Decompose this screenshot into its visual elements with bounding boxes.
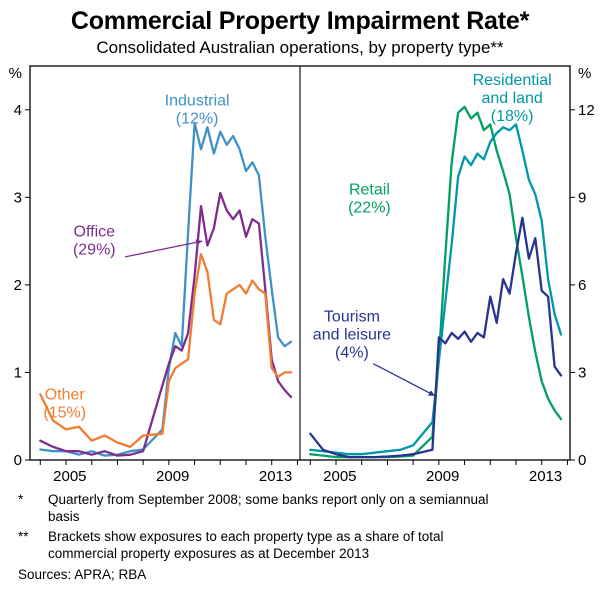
y-axis-unit: % <box>9 65 22 82</box>
x-tick-label: 2013 <box>529 468 562 485</box>
series-line-other <box>39 253 293 449</box>
y-tick-label: 4 <box>14 102 22 119</box>
series-label-office: Office <box>74 224 116 241</box>
y-tick-label: 2 <box>14 277 22 294</box>
footnotes: * Quarterly from September 2008; some ba… <box>0 490 600 562</box>
x-tick-label: 2013 <box>259 468 292 485</box>
series-label-residential: (18%) <box>491 108 534 125</box>
x-tick-label: 2009 <box>426 468 459 485</box>
annotation-arrow <box>372 363 436 397</box>
series-label-tourism: (4%) <box>335 344 369 361</box>
annotation-arrowhead <box>428 390 435 396</box>
series-label-other: Other <box>45 387 86 404</box>
y-tick-label: 12 <box>578 102 595 119</box>
series-label-retail: (22%) <box>348 199 391 216</box>
series-label-other: (15%) <box>43 405 86 422</box>
y-tick-label: 6 <box>578 277 586 294</box>
y-tick-label: 9 <box>578 189 586 206</box>
series-label-industrial: Industrial <box>165 92 230 109</box>
series-label-tourism: Tourism <box>324 308 380 325</box>
impairment-rate-chart: 2005 2009 201301234%Industrial(12%)Office(… <box>9 65 595 485</box>
x-tick-label: 2005 <box>53 468 86 485</box>
series-line-tourism-and-leisure <box>309 216 563 459</box>
series-line-industrial <box>39 121 293 457</box>
series-label-office: (29%) <box>73 242 116 259</box>
series-label-tourism: and leisure <box>313 326 391 343</box>
y-tick-label: 0 <box>14 452 22 469</box>
rba-chart-page: Commercial Property Impairment Rate* Con… <box>0 6 600 591</box>
y-tick-label: 3 <box>14 189 22 206</box>
footnote-1-marker: * <box>18 492 24 507</box>
series-line-residential-and-land <box>309 123 563 456</box>
footnote-2-text: Brackets show exposures to each property… <box>48 528 444 561</box>
annotation-arrowhead <box>195 239 203 246</box>
chart-subtitle: Consolidated Australian operations, by p… <box>96 38 504 57</box>
footnote-1: * Quarterly from September 2008; some ba… <box>18 491 575 526</box>
annotation-arrow <box>125 240 203 258</box>
series-label-residential: Residential <box>473 72 552 89</box>
y-tick-label: 0 <box>578 452 586 469</box>
sources-line: Sources: APRA; RBA <box>18 567 147 583</box>
footnote-1-text: Quarterly from September 2008; some bank… <box>48 492 489 525</box>
y-axis-unit: % <box>578 65 591 82</box>
footnote-2-marker: ** <box>18 528 29 544</box>
y-tick-label: 3 <box>578 364 586 381</box>
series-label-industrial: (12%) <box>176 110 219 127</box>
footnote-2: ** Brackets show exposures to each prope… <box>18 528 575 563</box>
chart-title: Commercial Property Impairment Rate* <box>70 7 530 35</box>
series-label-residential: and land <box>481 90 542 107</box>
x-tick-label: 2005 <box>323 468 356 485</box>
x-tick-label: 2009 <box>156 468 189 485</box>
y-tick-label: 1 <box>14 364 22 381</box>
series-label-retail: Retail <box>349 181 390 198</box>
